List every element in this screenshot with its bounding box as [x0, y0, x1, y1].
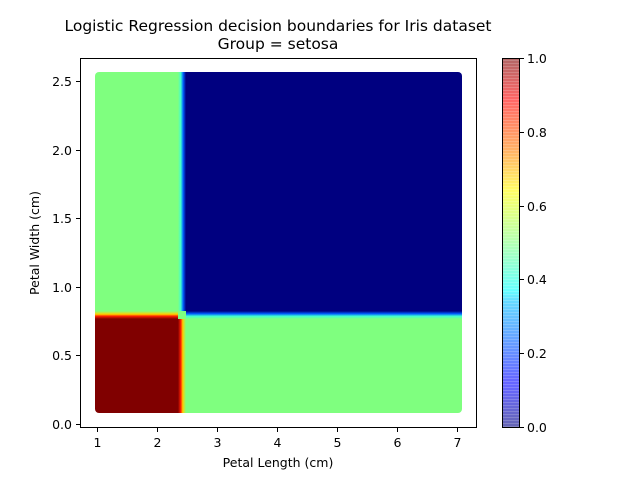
x-tick-label: 6 — [394, 435, 402, 450]
colorbar: 0.0 0.2 0.4 0.6 0.8 1.0 — [502, 51, 547, 435]
boundary-vertical-upper — [178, 72, 186, 312]
x-tick-label: 4 — [274, 435, 282, 450]
y-axis — [76, 81, 80, 425]
x-tick-label: 3 — [214, 435, 222, 450]
colorbar-tick-label: 0.6 — [527, 199, 547, 214]
colorbar-frame — [502, 58, 520, 428]
y-axis-label: Petal Width (cm) — [27, 191, 42, 295]
region-other-lower-right — [182, 315, 462, 413]
region-low-probability — [182, 72, 462, 315]
chart-title: Logistic Regression decision boundaries … — [64, 17, 492, 35]
colorbar-banding — [503, 59, 519, 427]
plot-frame — [80, 58, 477, 428]
y-tick-label: 0.0 — [52, 417, 72, 432]
region-other-upper-left — [95, 72, 182, 315]
y-tick-labels: 0.0 0.5 1.0 1.5 2.0 2.5 — [52, 74, 72, 432]
chart-subtitle: Group = setosa — [217, 35, 339, 53]
boundary-horizontal-right — [186, 311, 462, 319]
x-tick-label: 7 — [454, 435, 462, 450]
colorbar-tick-label: 0.4 — [527, 272, 547, 287]
x-axis-label: Petal Length (cm) — [223, 455, 334, 470]
y-tick-label: 1.5 — [52, 211, 72, 226]
colorbar-tick-label: 1.0 — [527, 51, 547, 66]
colorbar-tick-label: 0.8 — [527, 125, 547, 140]
decision-regions — [95, 72, 462, 413]
boundary-horizontal-left — [95, 311, 179, 319]
x-tick-label: 5 — [334, 435, 342, 450]
y-tick-label: 2.0 — [52, 143, 72, 158]
x-tick-label: 2 — [154, 435, 162, 450]
region-setosa — [95, 315, 182, 413]
x-tick-label: 1 — [94, 435, 102, 450]
colorbar-tick-label: 0.0 — [527, 420, 547, 435]
colorbar-tick-label: 0.2 — [527, 346, 547, 361]
y-tick-label: 2.5 — [52, 74, 72, 89]
boundary-vertical-lower — [178, 318, 186, 413]
x-axis — [97, 428, 458, 432]
boundary-corner — [178, 311, 186, 319]
x-tick-labels: 1 2 3 4 5 6 7 — [94, 435, 462, 450]
y-tick-label: 0.5 — [52, 348, 72, 363]
y-tick-label: 1.0 — [52, 280, 72, 295]
